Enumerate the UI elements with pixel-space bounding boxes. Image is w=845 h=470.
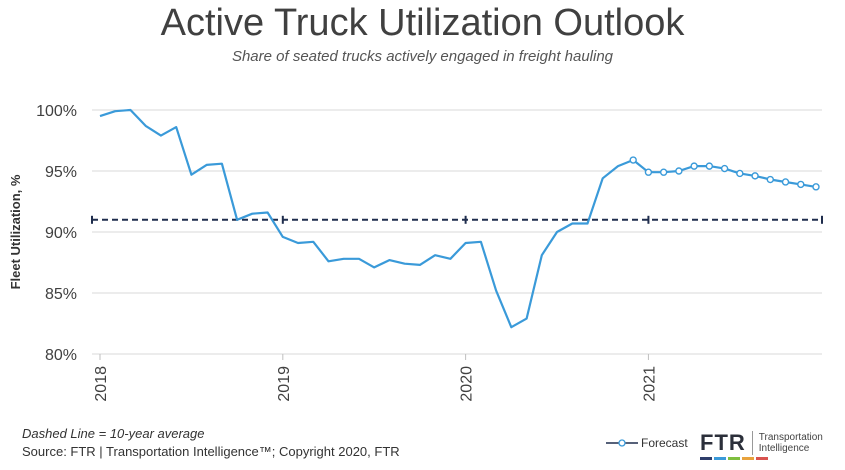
forecast-point <box>675 167 683 175</box>
legend-forecast-label: Forecast <box>641 436 688 450</box>
forecast-point <box>644 168 653 176</box>
y-axis-title: Fleet Utilization, % <box>8 174 23 289</box>
forecast-point <box>720 164 729 173</box>
logo-color-bars <box>700 457 768 460</box>
logo-text: Transportation Intelligence <box>759 432 823 454</box>
forecast-point <box>766 175 774 184</box>
forecast-point <box>705 162 714 170</box>
x-tick-label: 2020 <box>459 366 476 402</box>
average-note: Dashed Line = 10-year average <box>22 426 205 441</box>
average-layer <box>91 215 823 224</box>
y-tick-label: 95% <box>45 164 77 181</box>
actual-line <box>99 108 634 329</box>
legend: Forecast <box>605 436 688 450</box>
logo-bar <box>728 457 740 460</box>
y-tick-label: 100% <box>36 103 77 120</box>
ftr-logo: FTR Transportation Intelligence <box>700 430 823 460</box>
forecast-point <box>690 162 698 170</box>
forecast-point <box>629 156 637 164</box>
logo-bar <box>756 457 768 460</box>
logo-text-line2: Intelligence <box>758 443 810 454</box>
y-tick-label: 90% <box>45 225 77 242</box>
y-tick-label: 85% <box>45 286 77 303</box>
logo-bar <box>700 457 712 460</box>
series-layer <box>99 108 820 329</box>
axis-layer: 80% 85% 90% 95% 100% Fleet Utilization, % 2018… <box>8 103 658 402</box>
logo-mark: FTR <box>700 430 746 455</box>
forecast-point <box>751 172 759 180</box>
grid-layer <box>92 109 822 355</box>
x-tick-label: 2018 <box>93 366 110 402</box>
logo-text-line1: Transportation <box>758 432 823 443</box>
y-tick-label: 80% <box>45 347 77 364</box>
forecast-point <box>781 178 790 186</box>
source-text: Source: FTR | Transportation Intelligenc… <box>22 444 400 459</box>
forecast-point <box>659 168 668 176</box>
x-tick-label: 2021 <box>641 366 658 402</box>
logo-bar <box>714 457 726 460</box>
legend-forecast-swatch <box>606 439 638 447</box>
forecast-point <box>736 169 744 178</box>
chart-subtitle: Share of seated trucks actively engaged … <box>231 48 614 65</box>
logo-bar <box>742 457 754 460</box>
forecast-point <box>812 183 820 191</box>
forecast-point <box>797 180 805 189</box>
x-tick-label: 2019 <box>276 366 293 402</box>
logo-divider <box>751 431 753 455</box>
chart-title: Active Truck Utilization Outlook <box>160 2 685 44</box>
